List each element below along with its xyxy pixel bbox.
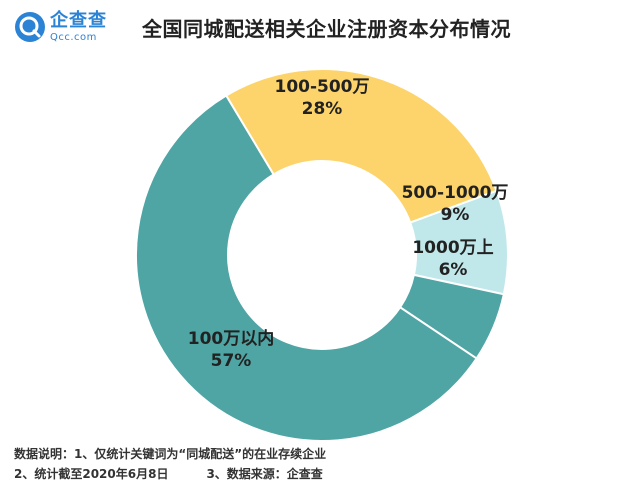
slice-1 xyxy=(224,68,498,224)
header: 企查查 Qcc.com 全国同城配送相关企业注册资本分布情况 xyxy=(14,8,626,46)
slice-label-1: 100-500万 xyxy=(274,77,369,97)
chart-title: 全国同城配送相关企业注册资本分布情况 xyxy=(142,16,511,41)
footer-note-2: 2、统计截至2020年6月8日 xyxy=(14,467,169,481)
footer-note-1: 数据说明：1、仅统计关键词为“同城配送”的在业存续企业 xyxy=(14,447,327,461)
slice-label-4: 100万以内 xyxy=(188,328,275,349)
logo-domain: Qcc.com xyxy=(50,31,97,43)
footer-note-3: 3、数据来源：企查查 xyxy=(206,467,323,481)
slice-label-2: 500-1000万 xyxy=(402,183,509,203)
slice-value-3: 6% xyxy=(439,260,468,280)
slice-4 xyxy=(135,94,478,442)
footer-notes: 数据说明：1、仅统计关键词为“同城配送”的在业存续企业 2、统计截至2020年6… xyxy=(14,444,326,484)
logo-text: 企查查 Qcc.com xyxy=(50,9,107,43)
logo-name: 企查查 xyxy=(50,9,107,31)
footer-notes-row-2: 2、统计截至2020年6月8日 3、数据来源：企查查 xyxy=(14,464,326,484)
qcc-logo-icon xyxy=(15,12,45,42)
slice-value-4: 57% xyxy=(211,351,252,371)
slice-label-3: 1000万上 xyxy=(412,238,493,258)
slice-value-1: 28% xyxy=(302,99,343,119)
chart-slices xyxy=(135,68,509,442)
logo: 企查查 Qcc.com xyxy=(14,8,132,46)
slice-value-2: 9% xyxy=(441,205,470,225)
